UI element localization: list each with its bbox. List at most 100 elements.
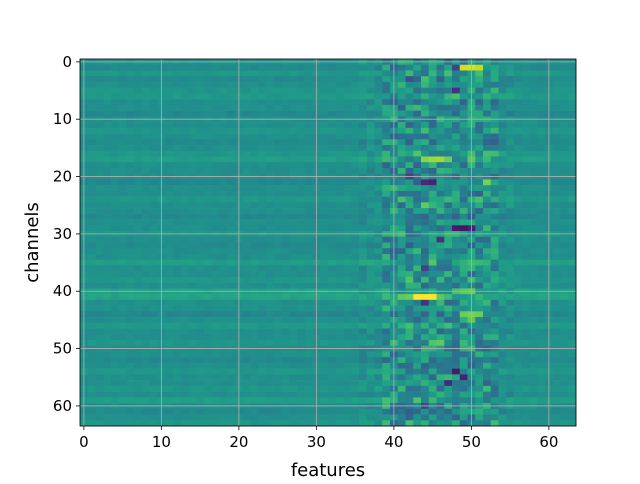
heatmap-cell xyxy=(568,87,577,94)
heatmap-cell xyxy=(165,362,174,369)
heatmap-cell xyxy=(297,133,306,140)
heatmap-cell xyxy=(475,167,484,174)
heatmap-cell xyxy=(173,127,182,134)
heatmap-cell xyxy=(273,87,282,94)
heatmap-cell xyxy=(219,294,228,301)
heatmap-cell xyxy=(444,294,453,301)
plot-frame xyxy=(79,58,577,427)
heatmap-cell xyxy=(374,162,383,169)
heatmap-cell xyxy=(382,145,391,152)
heatmap-cell xyxy=(87,322,96,329)
heatmap-cell xyxy=(204,70,213,77)
heatmap-cell xyxy=(242,391,251,398)
heatmap-cell xyxy=(227,420,236,427)
heatmap-cell xyxy=(382,185,391,192)
heatmap-cell xyxy=(351,225,360,232)
heatmap-cell xyxy=(506,127,515,134)
heatmap-cell xyxy=(320,190,329,197)
heatmap-cell xyxy=(118,133,127,140)
heatmap-cell xyxy=(366,76,375,83)
heatmap-cell xyxy=(149,150,158,157)
heatmap-cell xyxy=(211,374,220,381)
heatmap-cell xyxy=(343,93,352,100)
heatmap-cell xyxy=(444,156,453,163)
heatmap-cell xyxy=(343,127,352,134)
heatmap-cell xyxy=(227,253,236,261)
heatmap-cell xyxy=(281,259,290,266)
heatmap-cell xyxy=(382,179,391,186)
heatmap-cell xyxy=(421,122,430,129)
heatmap-cell xyxy=(111,104,120,111)
heatmap-cell xyxy=(149,282,158,289)
heatmap-cell xyxy=(483,70,492,77)
heatmap-cell xyxy=(126,202,135,209)
heatmap-cell xyxy=(180,351,189,358)
heatmap-cell xyxy=(173,299,182,306)
heatmap-cell xyxy=(413,104,422,111)
heatmap-cell xyxy=(335,414,344,421)
heatmap-cell xyxy=(242,368,251,375)
heatmap-cell xyxy=(173,70,182,77)
heatmap-cell xyxy=(103,156,112,163)
heatmap-cell xyxy=(289,265,298,272)
heatmap-cell xyxy=(521,385,530,392)
heatmap-cell xyxy=(459,305,468,312)
heatmap-cell xyxy=(436,397,445,404)
heatmap-cell xyxy=(173,185,182,192)
heatmap-cell xyxy=(351,242,360,249)
heatmap-cell xyxy=(335,81,344,88)
heatmap-cell xyxy=(180,385,189,392)
heatmap-cell xyxy=(366,408,375,415)
heatmap-cell xyxy=(351,127,360,134)
heatmap-cell xyxy=(103,294,112,301)
heatmap-cell xyxy=(173,145,182,152)
heatmap-cell xyxy=(490,202,499,209)
heatmap-cell xyxy=(149,87,158,94)
heatmap-cell xyxy=(281,219,290,226)
heatmap-cell xyxy=(343,385,352,392)
heatmap-cell xyxy=(204,81,213,88)
heatmap-cell xyxy=(173,420,182,427)
heatmap-cell xyxy=(436,133,445,140)
heatmap-cell xyxy=(250,110,259,117)
heatmap-cell xyxy=(552,265,561,272)
heatmap-cell xyxy=(483,357,492,364)
heatmap-cell xyxy=(273,213,282,220)
heatmap-cell xyxy=(560,328,569,335)
heatmap-cell xyxy=(281,391,290,398)
heatmap-cell xyxy=(413,397,422,404)
heatmap-cell xyxy=(459,167,468,174)
heatmap-cell xyxy=(118,253,127,261)
heatmap-cell xyxy=(529,334,538,341)
heatmap-cell xyxy=(428,248,437,255)
heatmap-cell xyxy=(242,385,251,392)
heatmap-cell xyxy=(397,219,406,226)
heatmap-cell xyxy=(103,139,112,146)
heatmap-cell xyxy=(366,253,375,261)
heatmap-cell xyxy=(165,150,174,157)
heatmap-cell xyxy=(211,122,220,129)
heatmap-cell xyxy=(359,357,368,364)
heatmap-cell xyxy=(428,420,437,427)
heatmap-cell xyxy=(196,156,205,163)
heatmap-cell xyxy=(273,196,282,203)
heatmap-cell xyxy=(180,276,189,283)
heatmap-cell xyxy=(560,282,569,289)
heatmap-cell xyxy=(242,294,251,301)
heatmap-cell xyxy=(142,311,151,318)
heatmap-cell xyxy=(266,385,275,392)
heatmap-cell xyxy=(297,162,306,169)
heatmap-cell xyxy=(281,122,290,129)
heatmap-cell xyxy=(452,99,461,106)
heatmap-cell xyxy=(297,334,306,341)
heatmap-cell xyxy=(188,139,197,146)
heatmap-cell xyxy=(537,362,546,369)
heatmap-cell xyxy=(436,162,445,169)
heatmap-cell xyxy=(149,397,158,404)
heatmap-cell xyxy=(304,185,313,192)
heatmap-cell xyxy=(297,385,306,392)
heatmap-cell xyxy=(87,328,96,335)
heatmap-cell xyxy=(444,317,453,324)
heatmap-cell xyxy=(568,150,577,157)
heatmap-cell xyxy=(359,179,368,186)
